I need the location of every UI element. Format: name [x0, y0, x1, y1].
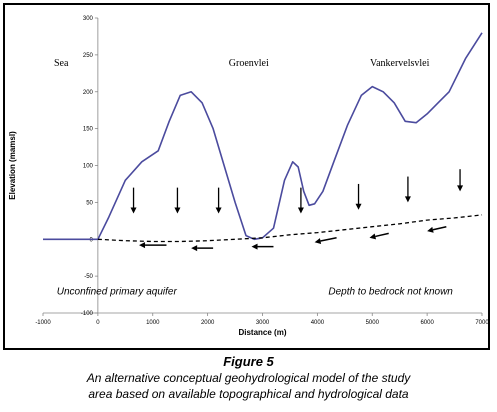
- x-tick-label: 4000: [311, 320, 325, 326]
- chart: -100 -50 0 50 100 150 200 250 300 -1000 0 1000 2000…: [8, 16, 488, 337]
- arrow-down-head: [457, 185, 464, 192]
- annotation-sea: Sea: [54, 58, 69, 69]
- arrow-left-head: [314, 238, 322, 244]
- x-tick-label: 1000: [146, 320, 160, 326]
- y-tick-label: 250: [83, 53, 94, 59]
- x-tick-label: 0: [96, 320, 100, 326]
- series-group: [43, 32, 483, 243]
- arrow-down-head: [174, 207, 181, 214]
- x-tick-label: 3000: [256, 320, 270, 326]
- arrow-left-shaft: [320, 237, 337, 242]
- annotation-bedrock-depth: Depth to bedrock not known: [328, 287, 453, 298]
- y-ticks: -100 -50 0 50 100 150 200 250 300: [81, 16, 98, 317]
- arrow-left-head: [369, 233, 377, 240]
- series-line-water-table: [97, 214, 483, 243]
- figure-frame: -100 -50 0 50 100 150 200 250 300 -1000 0 1000 2000…: [3, 3, 490, 350]
- arrow-left-head: [427, 226, 434, 233]
- x-ticks: -1000 0 1000 2000 3000 4000 5000 6000 7000: [35, 313, 488, 326]
- annotation-unconfined-aquifer: Unconfined primary aquifer: [57, 287, 178, 298]
- x-axis-label: Distance (m): [238, 328, 286, 337]
- figure-label: Figure 5: [223, 354, 274, 369]
- x-tick-label: 2000: [201, 320, 215, 326]
- arrow-left-shaft: [432, 225, 447, 231]
- arrow-left-head: [191, 245, 198, 252]
- annotation-vankervelsvlei: Vankervelsvlei: [370, 58, 430, 69]
- x-tick-label: 6000: [420, 320, 434, 326]
- annotation-groenvlei: Groenvlei: [229, 58, 269, 69]
- arrow-down-head: [215, 207, 222, 214]
- x-tick-label: 5000: [366, 320, 380, 326]
- caption-text: An alternative conceptual geohydrologica…: [86, 371, 411, 401]
- y-tick-label: 50: [86, 200, 93, 206]
- y-tick-label: 300: [83, 16, 94, 22]
- y-tick-label: 100: [83, 164, 94, 170]
- arrow-down-head: [297, 207, 304, 214]
- arrow-down-head: [130, 207, 137, 214]
- y-tick-label: 200: [83, 90, 94, 96]
- arrow-down-head: [355, 203, 362, 210]
- arrow-down-head: [404, 196, 411, 203]
- y-tick-label: -50: [84, 274, 93, 280]
- x-tick-label: 7000: [475, 320, 488, 326]
- arrow-left-shaft: [375, 232, 389, 238]
- series-line-topography: [43, 32, 483, 241]
- y-axis-label: Elevation (mamsl): [8, 131, 17, 200]
- x-tick-label: -1000: [35, 320, 51, 326]
- y-tick-label: -100: [81, 311, 94, 317]
- arrow-left-head: [139, 242, 146, 249]
- caption: Figure 5 An alternative conceptual geohy…: [0, 354, 497, 402]
- arrow-group: [130, 169, 464, 252]
- arrow-left-head: [251, 243, 258, 250]
- y-tick-label: 150: [83, 127, 94, 133]
- y-tick-label: 0: [90, 237, 94, 243]
